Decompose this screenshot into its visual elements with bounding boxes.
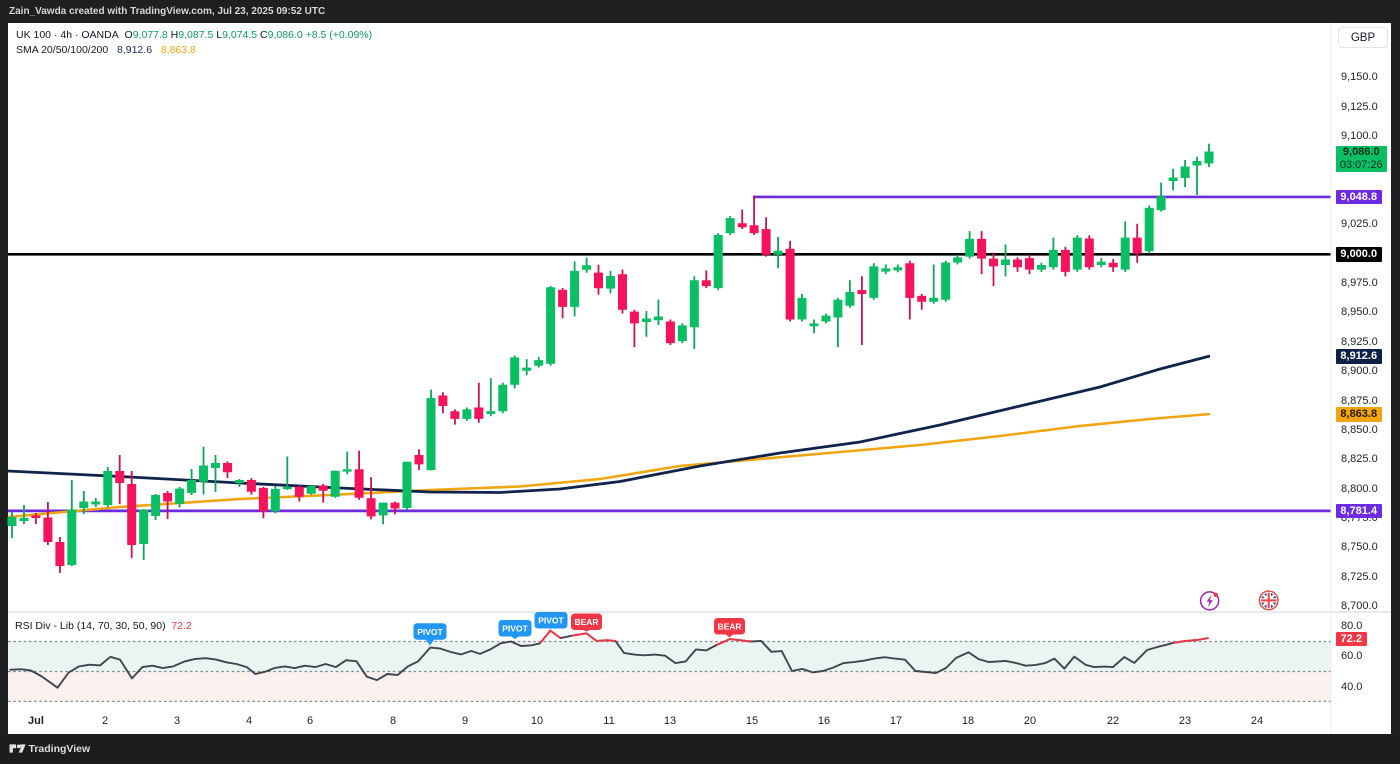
svg-text:PIVOT: PIVOT [538,616,564,626]
svg-text:BEAR: BEAR [574,617,598,627]
svg-text:PIVOT: PIVOT [502,624,528,634]
svg-text:PIVOT: PIVOT [417,627,443,637]
svg-text:BEAR: BEAR [717,622,741,632]
